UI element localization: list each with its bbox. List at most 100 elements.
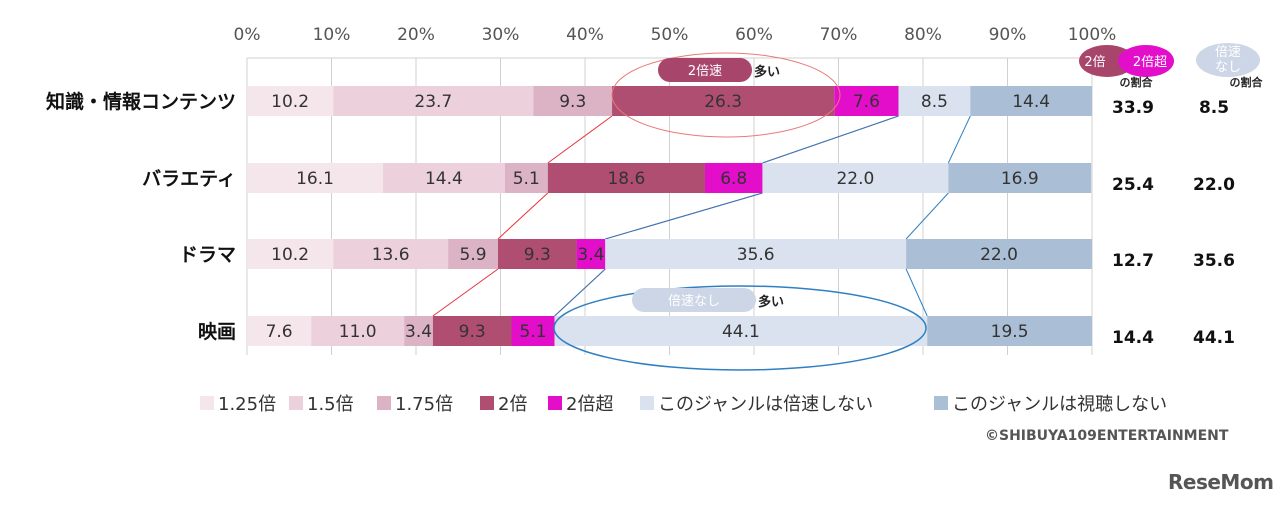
category-label: 映画 [198, 321, 236, 343]
side-value-no-speed-share: 8.5 [1199, 98, 1229, 118]
connector-line [905, 268, 928, 317]
bar-segment [311, 316, 405, 346]
bar-segment [247, 86, 334, 116]
bar-segment [333, 239, 449, 269]
legend-swatch [377, 396, 391, 410]
bar-segment [906, 239, 1092, 269]
bar-segment [704, 163, 763, 193]
legend-swatch [640, 396, 654, 410]
annotation-many-label: 多い [758, 294, 784, 310]
x-tick-label: 80% [904, 25, 942, 45]
legend-swatch [934, 396, 948, 410]
side-value-2x-share: 33.9 [1112, 98, 1154, 118]
segment-value-label: 22.0 [980, 245, 1018, 265]
annotation-many-label: 多い [754, 64, 780, 80]
badge-no-speed-header [1196, 43, 1260, 77]
bar-segment [576, 239, 606, 269]
legend-label: 1.25倍 [218, 394, 276, 415]
side-subheader-1: の割合 [1120, 75, 1154, 89]
copyright-text: ©SHIBUYA109ENTERTAINMENT [985, 428, 1229, 444]
side-header-2x: 2倍 [1084, 55, 1105, 70]
segment-value-label: 3.4 [577, 245, 604, 265]
connector-line [432, 268, 499, 317]
bar-segment [927, 316, 1092, 346]
bar-segment [404, 316, 433, 346]
segment-value-label: 10.2 [271, 92, 309, 112]
grid-layer: 0% 10% 20% 30% 40% 50% 60% 70% 80% 90% 100% [234, 25, 1117, 355]
legend-swatch [548, 396, 562, 410]
x-tick-label: 100% [1068, 25, 1117, 45]
segment-value-label: 23.7 [414, 92, 452, 112]
side-header-2x-plus: 2倍超 [1133, 55, 1167, 70]
legend-label: 2倍 [498, 394, 527, 415]
x-tick-label: 90% [989, 25, 1027, 45]
bar-segment [762, 163, 949, 193]
segment-value-label: 10.2 [271, 245, 309, 265]
badge-no-speed-label: 倍速なし [668, 294, 720, 309]
segment-value-label: 16.1 [296, 169, 334, 189]
category-label: 知識・情報コンテンツ [46, 90, 236, 113]
segment-value-label: 5.9 [460, 245, 487, 265]
segment-value-label: 44.1 [722, 322, 760, 342]
x-tick-label: 50% [651, 25, 689, 45]
legend-label: 1.75倍 [395, 394, 453, 415]
legend: 1.25倍 1.5倍 1.75倍 2倍 2倍超 このジャンルは倍速しない このジャンルは視聴… [200, 394, 1167, 415]
segment-value-label: 5.1 [513, 169, 540, 189]
bar-segment [497, 239, 577, 269]
badge-2x-plus [1118, 45, 1174, 77]
side-value-no-speed-share: 22.0 [1193, 175, 1235, 195]
resemom-logo: ReseMom [1168, 470, 1274, 494]
bar-segment [970, 86, 1092, 116]
bar-segment [834, 86, 899, 116]
x-tick-label: 20% [397, 25, 435, 45]
highlight-ellipse-2x [611, 52, 841, 138]
bar-segment [554, 316, 928, 346]
connector-line [605, 192, 763, 240]
badge-2x-speed [658, 58, 752, 82]
segment-value-label: 9.3 [559, 92, 586, 112]
segment-value-label: 26.3 [704, 92, 742, 112]
x-tick-label: 10% [313, 25, 351, 45]
segment-value-label: 18.6 [607, 169, 645, 189]
category-label: ドラマ [179, 244, 236, 266]
legend-label: このジャンルは倍速しない [658, 394, 873, 415]
segment-value-label: 9.3 [524, 245, 551, 265]
badge-2x-label: 2倍速 [688, 64, 722, 79]
segment-value-label: 3.4 [405, 322, 432, 342]
x-tick-label: 40% [566, 25, 604, 45]
bar-segment [247, 163, 384, 193]
legend-swatch [200, 396, 214, 410]
connector-line [554, 268, 606, 317]
segment-value-label: 14.4 [425, 169, 463, 189]
side-subheader-2: の割合 [1230, 75, 1264, 89]
x-tick-label: 0% [234, 25, 261, 45]
legend-label: このジャンルは視聴しない [952, 394, 1167, 415]
x-tick-label: 60% [735, 25, 773, 45]
legend-label: 2倍超 [566, 394, 613, 415]
bar-segment [898, 86, 971, 116]
connector-line [947, 115, 971, 164]
bar-segment [547, 163, 705, 193]
segment-value-label: 16.9 [1001, 169, 1039, 189]
bar-segment [511, 316, 555, 346]
side-header-no-speed-1: 倍速 [1215, 45, 1241, 60]
bar-segment [247, 316, 312, 346]
side-value-no-speed-share: 44.1 [1193, 328, 1235, 348]
segment-value-label: 8.5 [921, 92, 948, 112]
connector-line [547, 115, 613, 164]
legend-label: 1.5倍 [307, 394, 354, 415]
side-header-no-speed-2: なし [1215, 60, 1241, 75]
side-value-2x-share: 14.4 [1112, 328, 1154, 348]
bar-segment [247, 239, 334, 269]
bar-segment [448, 239, 498, 269]
bars-layer [247, 86, 1092, 346]
bar-segment [605, 239, 907, 269]
segment-value-label: 7.6 [853, 92, 880, 112]
connector-line [497, 192, 549, 240]
bar-segment [333, 86, 534, 116]
connector-line [905, 192, 949, 240]
legend-swatch [480, 396, 494, 410]
x-tick-label: 70% [820, 25, 858, 45]
x-tick-label: 30% [482, 25, 520, 45]
